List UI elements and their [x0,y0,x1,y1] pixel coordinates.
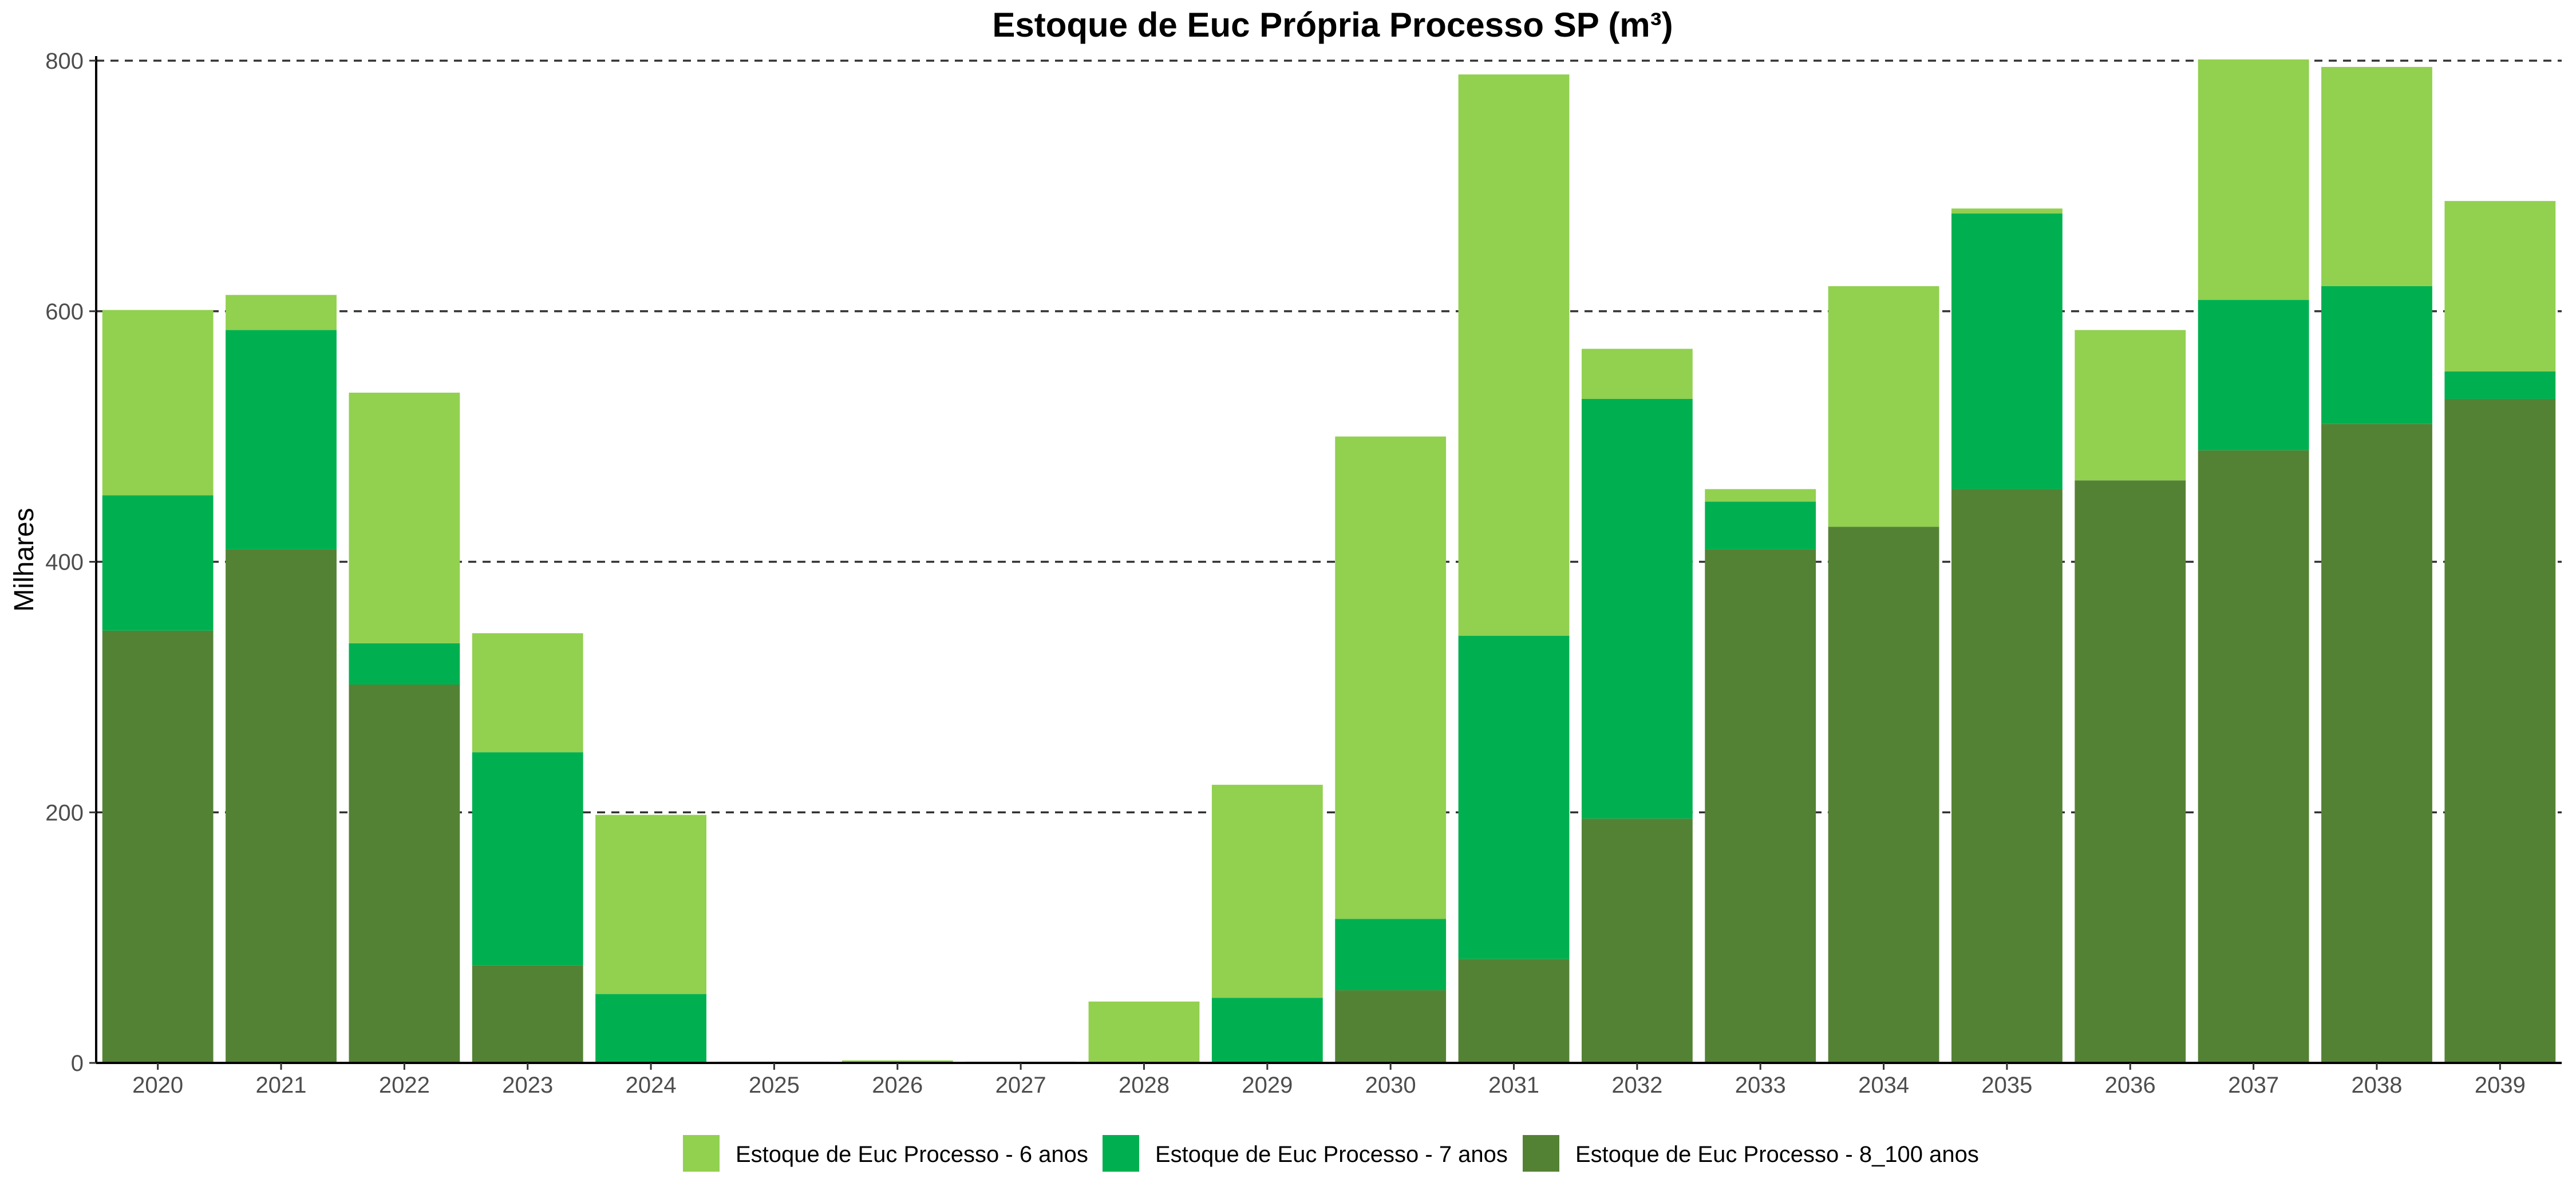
bar-segment [472,965,583,1063]
y-tick-label: 600 [45,299,84,325]
bar-segment [472,752,583,966]
bar-segment [2198,300,2309,450]
bar-segment [472,633,583,753]
bar-segment [1705,549,1816,1063]
legend-swatch [1103,1135,1139,1172]
bar-segment [1458,959,1570,1063]
legend-swatch [1523,1135,1559,1172]
y-tick-label: 800 [45,49,84,74]
bar-segment [226,295,337,330]
bar-segment [1951,213,2063,489]
bars [102,59,2556,1063]
x-tick-label: 2037 [2228,1073,2279,1098]
bar-segment [595,814,706,994]
legend-label: Estoque de Euc Processo - 7 anos [1155,1142,1508,1167]
bar-segment [1705,489,1816,502]
bar-segment [1335,919,1447,991]
x-tick-label: 2020 [132,1073,183,1098]
x-tick-label: 2026 [872,1073,923,1098]
bar-segment [1088,1001,1200,1063]
x-tick-label: 2039 [2475,1073,2526,1098]
bar-segment [841,1060,953,1063]
legend-label: Estoque de Euc Processo - 8_100 anos [1575,1142,1979,1167]
bar-segment [349,643,460,685]
bar-segment [2444,371,2556,399]
legend-label: Estoque de Euc Processo - 6 anos [736,1142,1088,1167]
bar-segment [1705,501,1816,549]
bar-segment [2075,480,2186,1063]
bar-segment [1335,436,1447,919]
y-tick-label: 200 [45,800,84,825]
y-tick-label: 400 [45,550,84,575]
x-tick-label: 2034 [1858,1073,1909,1098]
bar-segment [226,549,337,1063]
y-axis-title: Milhares [9,508,39,611]
x-axis-ticks: 2020 2021 2022 2023 2024 2025 2026 2027 2028 2029… [132,1063,2526,1098]
bar-segment [2198,450,2309,1063]
bar-segment [2321,286,2432,424]
bar-segment [1581,819,1693,1063]
bar-segment [595,994,706,1063]
bar-segment [1951,489,2063,1063]
x-tick-label: 2030 [1365,1073,1416,1098]
bar-segment [226,330,337,549]
x-tick-label: 2027 [995,1073,1046,1098]
bar-segment [1951,208,2063,214]
x-tick-label: 2035 [1981,1073,2032,1098]
x-tick-label: 2022 [379,1073,430,1098]
bar-segment [1458,635,1570,959]
x-tick-label: 2029 [1242,1073,1293,1098]
bar-segment [2075,330,2186,481]
bar-segment [1828,286,1939,527]
y-tick-label: 0 [71,1051,84,1076]
legend-swatch [683,1135,720,1172]
x-tick-label: 2028 [1119,1073,1170,1098]
bar-segment [2321,66,2432,286]
bar-segment [2444,201,2556,371]
gridlines [96,60,2562,813]
bar-segment [1581,349,1693,399]
bar-segment [2198,59,2309,300]
bar-segment [1458,74,1570,636]
x-tick-label: 2032 [1611,1073,1662,1098]
x-tick-label: 2031 [1488,1073,1539,1098]
x-tick-label: 2024 [626,1073,677,1098]
bar-segment [1211,785,1323,998]
bar-segment [102,495,214,631]
x-tick-label: 2036 [2105,1073,2156,1098]
bar-segment [1335,990,1447,1063]
bar-segment [2444,398,2556,1063]
x-tick-label: 2033 [1735,1073,1786,1098]
bar-segment [2321,424,2432,1063]
x-tick-label: 2023 [502,1073,553,1098]
axes [95,56,2562,1064]
chart-title: Estoque de Euc Própria Processo SP (m³) [992,6,1673,44]
x-tick-label: 2025 [749,1073,800,1098]
y-axis-ticks: 0 200 400 600 800 [45,49,96,1076]
bar-segment [102,630,214,1063]
bar-segment [349,684,460,1063]
bar-segment [349,393,460,643]
bar-segment [1581,398,1693,819]
x-tick-label: 2038 [2351,1073,2402,1098]
x-tick-label: 2021 [256,1073,307,1098]
legend: Estoque de Euc Processo - 6 anos Estoque … [683,1135,1979,1172]
bar-segment [1211,998,1323,1063]
bar-segment [102,310,214,496]
bar-segment [1828,527,1939,1063]
